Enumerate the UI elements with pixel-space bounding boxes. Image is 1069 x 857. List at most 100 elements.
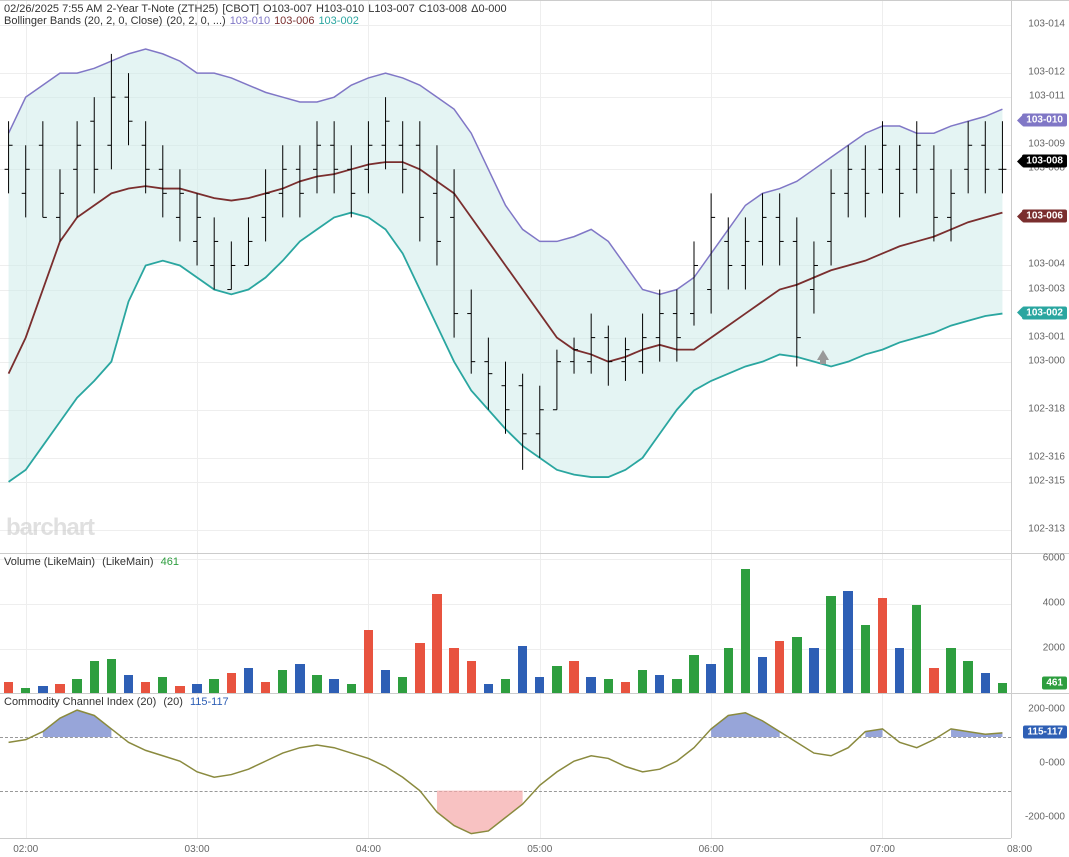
volume-bar xyxy=(878,598,887,693)
volume-bar xyxy=(655,675,664,693)
volume-bar xyxy=(998,683,1007,693)
volume-bar xyxy=(689,655,698,693)
volume-bar xyxy=(586,677,595,693)
x-axis: 02:0003:0004:0005:0006:0007:0008:00 xyxy=(0,838,1011,857)
volume-bar xyxy=(912,605,921,693)
timestamp: 02/26/2025 7:55 AM xyxy=(4,3,102,15)
volume-bar xyxy=(72,679,81,693)
y-tick-label: 102-315 xyxy=(1028,475,1065,486)
volume-bar xyxy=(55,684,64,693)
volume-bar xyxy=(792,637,801,693)
volume-bar xyxy=(758,657,767,693)
volume-bar xyxy=(415,643,424,693)
price-badge: 103-008 xyxy=(1022,155,1067,168)
volume-bar xyxy=(638,670,647,693)
y-tick-label: 103-001 xyxy=(1028,331,1065,342)
volume-bar xyxy=(621,682,630,693)
ohlc-o: O103-007 xyxy=(263,3,312,15)
volume-bar xyxy=(141,682,150,693)
y-tick-label: 103-011 xyxy=(1029,91,1065,102)
volume-bar xyxy=(449,648,458,693)
bb-label: Bollinger Bands (20, 2, 0, Close) xyxy=(4,15,162,27)
volume-bar xyxy=(175,686,184,693)
instrument: 2-Year T-Note (ZTH25) xyxy=(106,3,218,15)
volume-bar xyxy=(946,648,955,693)
x-tick-label: 08:00 xyxy=(1007,844,1032,855)
volume-bar xyxy=(929,668,938,693)
ohlc-l: L103-007 xyxy=(368,3,415,15)
x-tick-label: 07:00 xyxy=(870,844,895,855)
watermark: barchart xyxy=(6,514,94,542)
bb-params: (20, 2, 0, ...) xyxy=(166,15,225,27)
volume-bar xyxy=(312,675,321,693)
volume-bar xyxy=(775,641,784,693)
volume-bar xyxy=(569,661,578,693)
volume-bar xyxy=(4,682,13,693)
chart-header: 02/26/2025 7:55 AM 2-Year T-Note (ZTH25) [… xyxy=(4,3,511,27)
volume-bar xyxy=(278,670,287,693)
y-tick-label: 103-014 xyxy=(1028,19,1065,30)
volume-bar xyxy=(107,659,116,693)
volume-bar xyxy=(501,679,510,693)
volume-bar xyxy=(604,679,613,693)
x-tick-label: 04:00 xyxy=(356,844,381,855)
price-badge: 103-006 xyxy=(1022,210,1067,223)
volume-bar xyxy=(672,679,681,693)
ohlc-h: H103-010 xyxy=(316,3,364,15)
volume-bar xyxy=(398,677,407,693)
x-tick-label: 05:00 xyxy=(527,844,552,855)
volume-bar xyxy=(809,648,818,693)
y-tick-label: 102-316 xyxy=(1028,451,1065,462)
bb-mid-val: 103-006 xyxy=(274,15,314,27)
volume-bar xyxy=(90,661,99,693)
volume-bar xyxy=(124,675,133,693)
volume-bar xyxy=(432,594,441,693)
volume-bar xyxy=(741,569,750,693)
bb-lower-val: 103-002 xyxy=(318,15,358,27)
volume-bar xyxy=(381,670,390,693)
volume-bar xyxy=(261,682,270,693)
volume-bar xyxy=(518,646,527,693)
volume-bar xyxy=(209,679,218,693)
volume-bar xyxy=(244,668,253,693)
price-badge: 103-010 xyxy=(1022,114,1067,127)
y-tick-label: 103-012 xyxy=(1028,67,1065,78)
volume-bar xyxy=(192,684,201,693)
y-tick-label: 102-313 xyxy=(1028,523,1065,534)
volume-bar xyxy=(347,684,356,693)
volume-bar xyxy=(861,625,870,693)
volume-bar xyxy=(724,648,733,693)
volume-bar xyxy=(535,677,544,693)
volume-bar xyxy=(963,661,972,693)
x-tick-label: 02:00 xyxy=(13,844,38,855)
volume-bar xyxy=(158,677,167,693)
volume-bar xyxy=(706,664,715,693)
y-tick-label: 103-000 xyxy=(1028,355,1065,366)
volume-bar xyxy=(552,666,561,693)
bb-upper-val: 103-010 xyxy=(230,15,270,27)
volume-bar xyxy=(467,661,476,693)
signal-arrow-up xyxy=(817,350,829,360)
volume-bar xyxy=(484,684,493,693)
volume-bar xyxy=(364,630,373,693)
y-tick-label: 102-318 xyxy=(1028,403,1065,414)
volume-bar xyxy=(329,679,338,693)
volume-bar xyxy=(295,664,304,693)
y-tick-label: 103-009 xyxy=(1028,139,1065,150)
x-tick-label: 06:00 xyxy=(699,844,724,855)
volume-header: Volume (LikeMain) (LikeMain) 461 xyxy=(4,556,183,568)
volume-bar xyxy=(895,648,904,693)
volume-bar xyxy=(843,591,852,693)
y-tick-label: 103-003 xyxy=(1028,283,1065,294)
price-badge: 103-002 xyxy=(1022,306,1067,319)
volume-bar xyxy=(38,686,47,693)
volume-bar xyxy=(981,673,990,693)
ohlc-c: C103-008 xyxy=(419,3,467,15)
volume-bar xyxy=(826,596,835,693)
cci-header: Commodity Channel Index (20) (20) 115-11… xyxy=(4,696,233,708)
ohlc-d: Δ0-000 xyxy=(471,3,506,15)
x-tick-label: 03:00 xyxy=(185,844,210,855)
volume-bar xyxy=(227,673,236,693)
exchange: [CBOT] xyxy=(222,3,259,15)
y-tick-label: 103-004 xyxy=(1028,259,1065,270)
